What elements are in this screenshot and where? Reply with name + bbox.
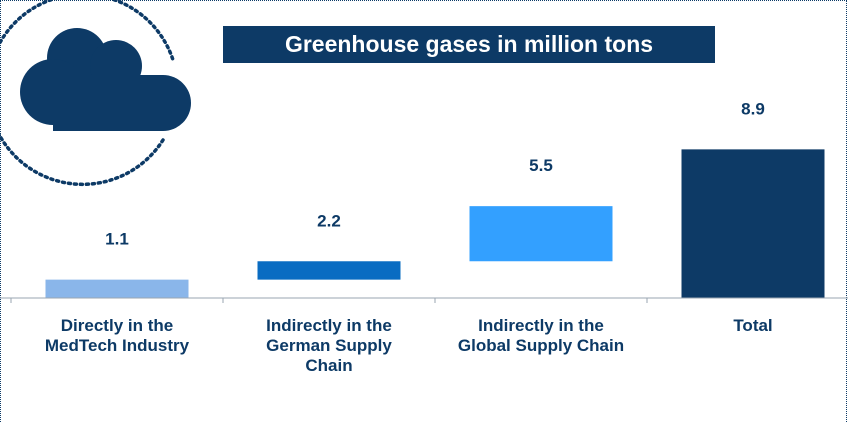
category-label-line: Indirectly in the — [478, 316, 604, 335]
value-label-1: 1.1 — [105, 230, 129, 249]
category-label-line: Indirectly in the — [266, 316, 392, 335]
category-label-line: Directly in the — [60, 316, 174, 335]
category-label-line: German Supply — [266, 336, 392, 355]
category-label-line: Chain — [305, 356, 353, 375]
bar-2 — [257, 261, 401, 280]
cloud-icon — [20, 28, 191, 131]
category-label-4: Total — [653, 316, 848, 336]
dotted-circle-arc — [0, 0, 175, 187]
bar-1 — [45, 279, 189, 298]
value-label-2: 2.2 — [317, 211, 341, 230]
category-label-line: MedTech Industry — [44, 336, 190, 355]
value-label-3: 5.5 — [529, 156, 553, 175]
bar-4 — [681, 149, 825, 298]
value-label-4: 8.9 — [741, 99, 765, 118]
chart-title: Greenhouse gases in million tons — [223, 26, 715, 63]
bar-3 — [469, 206, 613, 262]
category-label-line: Global Supply Chain — [457, 336, 625, 355]
category-label-1: Directly in the MedTech Industry — [17, 316, 217, 356]
category-label-3: Indirectly in the Global Supply Chain — [441, 316, 641, 356]
category-label-2: Indirectly in the German Supply Chain — [229, 316, 429, 376]
category-label-line: Total — [733, 316, 773, 335]
cloud-graphic — [0, 0, 191, 187]
